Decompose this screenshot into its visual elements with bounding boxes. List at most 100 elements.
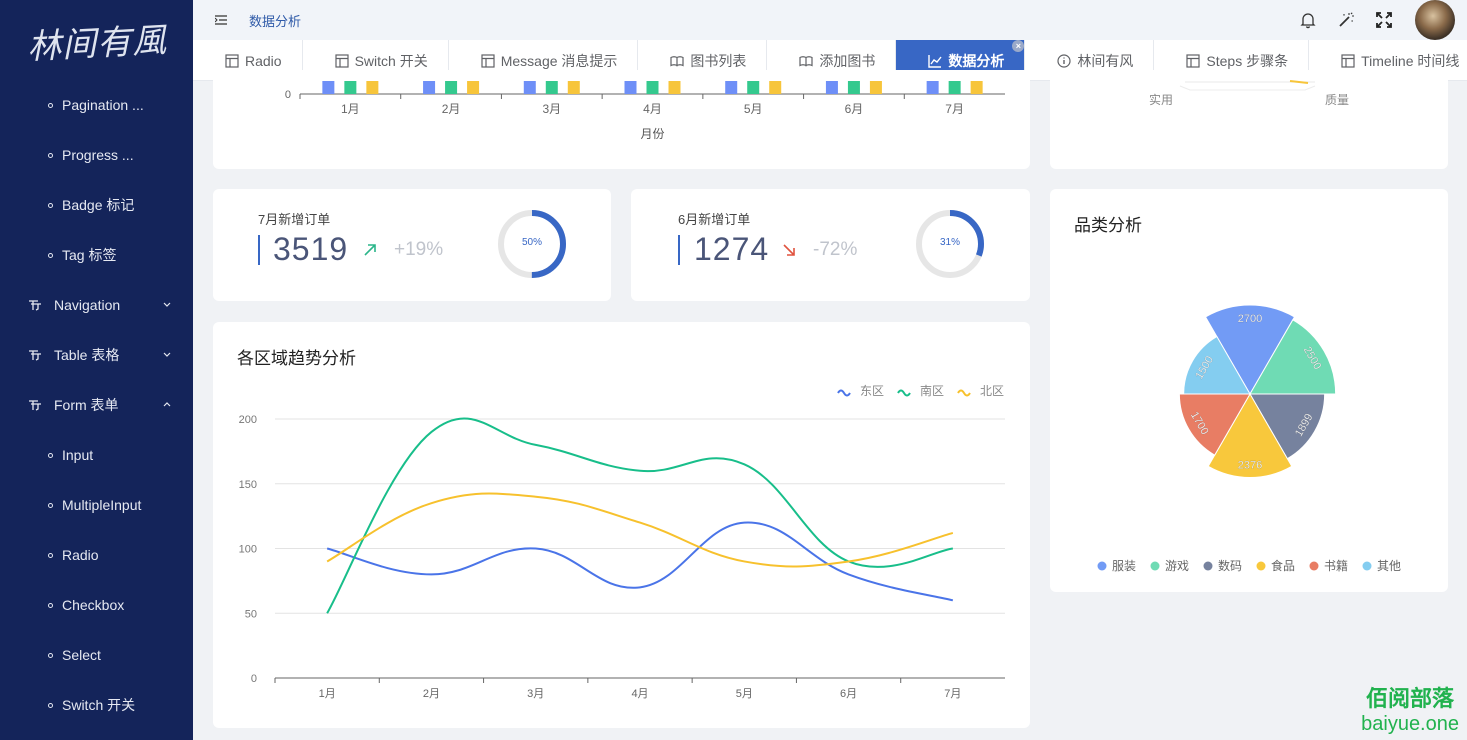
logo[interactable]: 林间有風	[0, 0, 193, 80]
bullet-icon	[48, 252, 53, 258]
sidebar-item-label: Tag 标签	[62, 247, 117, 263]
tab-item[interactable]: Timeline 时间线	[1309, 40, 1467, 80]
tab-item[interactable]: Message 消息提示	[449, 40, 639, 80]
pie-slice[interactable]	[1249, 319, 1337, 395]
bullet-icon	[48, 602, 53, 608]
category-chart-card: 品类分析 2700 2500 1899 2376 1700 1500 服装 游戏 数码 食品 书籍其…	[1050, 189, 1448, 592]
table-icon	[1341, 53, 1355, 68]
table-icon	[334, 53, 349, 68]
watermark-url: baiyue.one	[1361, 713, 1459, 735]
close-icon[interactable]: ×	[1012, 40, 1025, 52]
pie-slice[interactable]	[1178, 393, 1251, 456]
bar	[725, 81, 738, 94]
legend-item[interactable]: 服装	[1097, 559, 1137, 573]
radar-axis-label: 实用	[1149, 92, 1173, 107]
legend-swatch	[1256, 561, 1266, 571]
bar	[747, 81, 760, 94]
radar-series-line	[1289, 80, 1309, 84]
table-icon	[1186, 53, 1201, 68]
bell-icon[interactable]	[1299, 11, 1317, 29]
legend-item[interactable]: 数码	[1203, 558, 1243, 573]
stat-accent-bar	[678, 235, 680, 265]
bullet-icon	[48, 652, 53, 658]
sidebar-item[interactable]: Tag 标签	[0, 230, 193, 280]
bar	[970, 81, 983, 94]
book-icon	[799, 55, 814, 66]
pie-slice[interactable]	[1249, 393, 1326, 460]
bullet-icon	[48, 452, 53, 458]
tab-item[interactable]: Steps 步骤条	[1154, 40, 1310, 80]
table-icon	[225, 53, 239, 68]
logo-text: 林间有風	[25, 19, 168, 68]
legend-label: 服装	[1112, 559, 1136, 573]
chevron-icon	[163, 352, 171, 357]
sidebar-item[interactable]: MultipleInput	[0, 480, 193, 530]
sidebar-item[interactable]: Radio	[0, 530, 193, 580]
sidebar-item-label: Switch 开关	[62, 697, 136, 713]
fullscreen-icon[interactable]	[1375, 11, 1393, 29]
ring-label: 31%	[939, 237, 960, 248]
info-icon	[1057, 53, 1072, 68]
bar	[847, 81, 860, 94]
legend-item[interactable]: 南区	[897, 383, 944, 398]
legend-item[interactable]: 其他	[1362, 559, 1402, 573]
sidebar-item-label: MultipleInput	[62, 497, 142, 513]
sidebar-item[interactable]: Pagination ...	[0, 80, 193, 130]
legend-label: 东区	[860, 384, 884, 398]
sidebar-group-label: Navigation	[54, 297, 121, 313]
sidebar-item[interactable]: Switch 开关	[0, 680, 193, 730]
tab-label: 数据分析	[948, 52, 1005, 69]
x-tick-label: 5月	[744, 102, 763, 116]
bar-chart-card: 0 1月 2月 3月 4月 5月 6月 7月 月份	[213, 70, 1030, 169]
sidebar-item[interactable]: Checkbox	[0, 580, 193, 630]
trend-up-icon	[364, 244, 376, 256]
bullet-icon	[48, 502, 53, 508]
bar	[668, 81, 681, 94]
legend-label: 南区	[920, 383, 944, 398]
magic-wand-icon[interactable]	[1337, 11, 1355, 29]
legend-item[interactable]: 游戏	[1150, 559, 1190, 573]
sidebar-item[interactable]: Progress ...	[0, 130, 193, 180]
sidebar-group[interactable]: Form 表单	[0, 380, 193, 430]
avatar[interactable]	[1415, 0, 1455, 40]
sidebar-group[interactable]: Table 表格	[0, 330, 193, 380]
bar	[366, 81, 379, 94]
pie-slice[interactable]	[1183, 335, 1251, 395]
legend-swatch	[1309, 561, 1319, 571]
stat-value: 3519	[273, 231, 349, 267]
radar-chart-card: 实用 质量	[1050, 70, 1448, 169]
pie-slice[interactable]	[1204, 304, 1296, 395]
sidebar-item[interactable]: Select	[0, 630, 193, 680]
stat-label: 7月新增订单	[258, 212, 331, 227]
legend-swatch	[1203, 561, 1213, 571]
legend-label: 数码	[1218, 558, 1242, 573]
legend-swatch	[1150, 561, 1160, 571]
sidebar-item[interactable]: Input	[0, 430, 193, 480]
menu-group-icon	[29, 400, 41, 411]
legend-item[interactable]: 北区	[957, 384, 1004, 398]
bar	[567, 81, 580, 94]
bar	[948, 81, 961, 94]
sidebar-menu: Pagination ... Progress ... Badge 标记 Tag 标签…	[0, 80, 193, 730]
sidebar-group[interactable]: Navigation	[0, 280, 193, 330]
chevron-icon	[163, 402, 171, 407]
tab-item[interactable]: 添加图书	[767, 40, 897, 80]
breadcrumb[interactable]: 数据分析	[249, 13, 302, 29]
menu-toggle-icon[interactable]	[215, 15, 227, 25]
x-tick-label: 7月	[945, 102, 964, 116]
tab-item[interactable]: Switch 开关	[303, 40, 449, 80]
sidebar-item[interactable]: Badge 标记	[0, 180, 193, 230]
legend-label: 书籍	[1324, 558, 1348, 573]
pie-slice[interactable]	[1207, 393, 1293, 478]
y-tick-label: 100	[239, 544, 257, 556]
sidebar-item-label: Progress ...	[62, 147, 134, 163]
tab-item[interactable]: 图书列表	[638, 40, 768, 80]
legend-item[interactable]: 东区	[837, 384, 884, 398]
x-tick-label: 4月	[631, 688, 648, 700]
legend-swatch	[897, 389, 911, 397]
tab-item[interactable]: Radio	[193, 40, 303, 80]
tab-item[interactable]: 林间有风	[1025, 40, 1155, 80]
legend-item[interactable]: 食品	[1256, 558, 1296, 573]
legend-item[interactable]: 书籍	[1309, 558, 1349, 573]
